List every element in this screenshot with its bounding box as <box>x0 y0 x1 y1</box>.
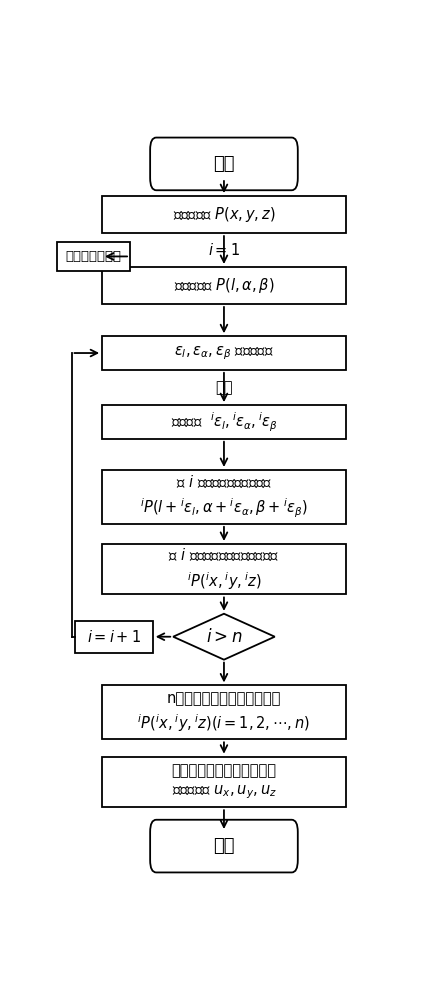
Bar <box>102 196 346 233</box>
Text: 开始: 开始 <box>213 155 235 173</box>
Bar <box>75 620 153 653</box>
Text: $i = 1$: $i = 1$ <box>208 242 240 258</box>
Text: n个测量值（笛卡尔坐标系）
$^iP(^ix, ^iy, ^iz)(i=1,2,\cdots,n)$: n个测量值（笛卡尔坐标系） $^iP(^ix, ^iy, ^iz)(i=1,2,… <box>137 691 311 734</box>
Bar <box>102 470 346 524</box>
Bar <box>57 242 130 271</box>
Text: $\varepsilon_l, \varepsilon_\alpha, \varepsilon_\beta$ 的概率分布: $\varepsilon_l, \varepsilon_\alpha, \var… <box>174 344 274 362</box>
Bar <box>102 336 346 370</box>
FancyBboxPatch shape <box>150 138 298 190</box>
Text: 待测理论点 $P(l, \alpha, \beta)$: 待测理论点 $P(l, \alpha, \beta)$ <box>174 276 274 295</box>
Polygon shape <box>173 614 275 660</box>
Text: 随机误差  $^i\varepsilon_l, ^i\varepsilon_\alpha, ^i\varepsilon_\beta$: 随机误差 $^i\varepsilon_l, ^i\varepsilon_\al… <box>170 410 277 434</box>
Text: 待测理论点 $P(x, y, z)$: 待测理论点 $P(x, y, z)$ <box>173 205 275 224</box>
Text: $i > n$: $i > n$ <box>206 628 242 646</box>
Text: 抽样: 抽样 <box>215 380 233 395</box>
Text: 第 $i$ 次测量值（球坐标系）
$^iP(l+{^i\varepsilon_l}, \alpha+{^i\varepsilon_\alpha}, \beta+: 第 $i$ 次测量值（球坐标系） $^iP(l+{^i\varepsilon_l… <box>140 474 308 520</box>
Bar <box>102 267 346 304</box>
Bar <box>102 685 346 739</box>
Text: $i = i+1$: $i = i+1$ <box>87 629 141 645</box>
Bar <box>102 757 346 807</box>
Text: 第 $i$ 次测量值（笛卡尔坐标系）
$^iP(^ix, ^iy, ^iz)$: 第 $i$ 次测量值（笛卡尔坐标系） $^iP(^ix, ^iy, ^iz)$ <box>168 547 280 592</box>
Bar <box>102 405 346 439</box>
FancyBboxPatch shape <box>150 820 298 872</box>
Text: 转换到球坐标系: 转换到球坐标系 <box>66 250 121 263</box>
Text: 利用统计分析法计算其测量
不确定度为 $u_x, u_y, u_z$: 利用统计分析法计算其测量 不确定度为 $u_x, u_y, u_z$ <box>171 763 277 801</box>
Text: 结束: 结束 <box>213 837 235 855</box>
Bar <box>102 544 346 594</box>
